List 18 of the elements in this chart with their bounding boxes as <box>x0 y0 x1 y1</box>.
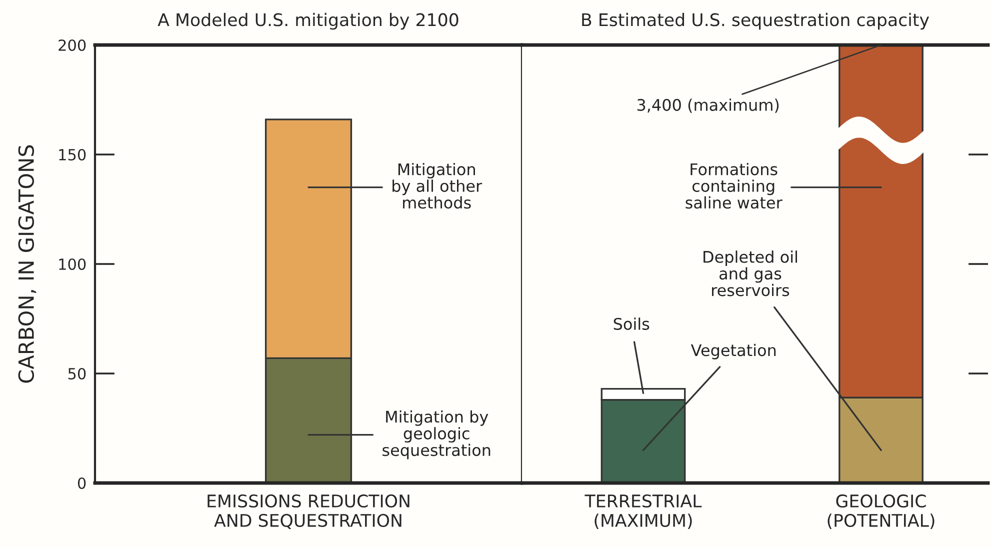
chart-title: B Estimated U.S. sequestration capacity <box>582 12 930 30</box>
legend-label: Mitigation by geologic sequestration <box>382 410 490 460</box>
text: Depleted oil and gas reservoirs <box>704 250 797 296</box>
y-tick-label: 100 <box>59 258 86 270</box>
text: Formations containing saline water <box>686 162 782 209</box>
x-tick-label: TERRESTRIAL (MAXIMUM) <box>584 494 702 530</box>
text: Vegetation <box>690 344 776 360</box>
y-tick-label: 0 <box>78 477 86 490</box>
annotation: 3,400 (maximum) <box>637 98 779 113</box>
chart-title: A Modeled U.S. mitigation by 2100 <box>158 12 458 30</box>
x-tick-label: GEOLOGIC (POTENTIAL) <box>828 494 934 530</box>
text: Soils <box>614 318 650 330</box>
y-tick-label: 150 <box>59 148 86 161</box>
y-axis-title: CARBON, IN GIGATONS <box>18 145 36 383</box>
legend-label: Mitigation by all other methods <box>392 162 482 209</box>
y-tick-label: 50 <box>68 368 86 380</box>
y-tick-label: 200 <box>58 39 86 52</box>
x-tick-label: EMISSIONS REDUCTION AND SEQUESTRATION <box>208 494 410 529</box>
